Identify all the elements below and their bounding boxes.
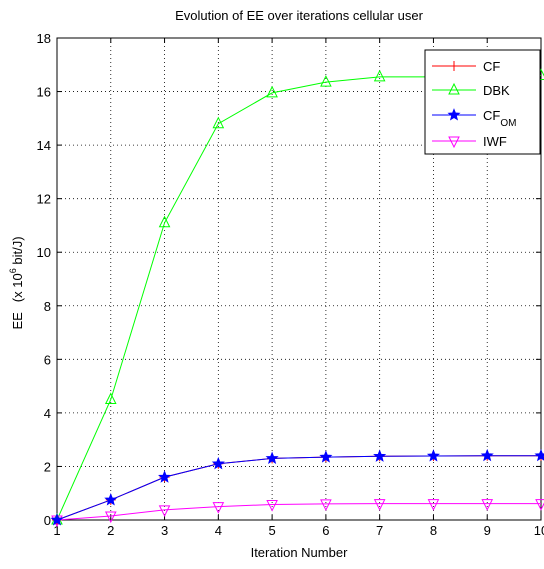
- legend-label: DBK: [483, 83, 510, 98]
- legend-swatch-marker: [448, 82, 460, 95]
- x-tick-label: 7: [376, 523, 383, 538]
- y-tick-label: 12: [37, 192, 51, 207]
- legend-label-main: IWF: [483, 134, 507, 149]
- x-tick-label: 3: [161, 523, 168, 538]
- data-point: [104, 493, 118, 506]
- y-axis-label-unit-suffix: bit/J): [10, 236, 25, 268]
- data-point: [104, 392, 117, 404]
- y-tick-label: 8: [44, 299, 51, 314]
- legend-item: CFOM: [432, 108, 516, 129]
- legend-swatch-marker: [447, 108, 461, 121]
- data-point: [158, 505, 171, 517]
- y-axis-label-unit-prefix: (x 10: [10, 273, 25, 302]
- legend-label-main: DBK: [483, 83, 510, 98]
- legend-item: CF: [432, 59, 500, 74]
- data-point: [158, 470, 172, 483]
- y-tick-label: 10: [37, 245, 51, 260]
- legend-item: IWF: [432, 134, 507, 149]
- x-tick-label: 2: [107, 523, 114, 538]
- data-point: [427, 499, 440, 511]
- data-point: [319, 450, 333, 463]
- plot-area-frame: [56, 37, 542, 521]
- y-tick-label: 6: [44, 352, 51, 367]
- series-line: [56, 503, 541, 521]
- x-tick-label: 8: [430, 523, 437, 538]
- series-layer: [50, 68, 544, 528]
- x-tick-label: 4: [215, 523, 222, 538]
- legend-item: DBK: [432, 82, 510, 98]
- data-point: [266, 85, 278, 98]
- data-point: [212, 502, 225, 514]
- y-tick-label: 2: [44, 459, 51, 474]
- series-line: [56, 455, 541, 521]
- x-axis-label: Iteration Number: [251, 545, 348, 560]
- x-tick-label: 10: [534, 523, 544, 538]
- data-point: [211, 456, 225, 470]
- legend-swatch-marker: [448, 136, 460, 149]
- data-point: [265, 451, 279, 464]
- x-tick-label: 6: [322, 523, 329, 538]
- data-point: [480, 448, 494, 462]
- series-cf-om: [50, 448, 544, 526]
- data-point: [158, 215, 171, 228]
- y-axis-label-group: EE (x 106 bit/J): [8, 236, 25, 329]
- legend-label-main: CF: [483, 59, 500, 74]
- data-point: [373, 69, 386, 82]
- y-tick-label: 4: [44, 406, 51, 421]
- data-point: [535, 499, 544, 511]
- y-tick-label: 14: [37, 138, 51, 153]
- y-tick-label: 18: [37, 31, 51, 46]
- data-point: [104, 511, 117, 524]
- legend-label-subscript: OM: [500, 118, 516, 129]
- chart-title: Evolution of EE over iterations cellular…: [175, 8, 424, 23]
- data-point: [373, 499, 386, 511]
- data-point: [320, 499, 332, 512]
- y-axis-label-unit-exponent: 6: [8, 268, 18, 273]
- legend-label: CF: [483, 59, 500, 74]
- legend-label: IWF: [483, 134, 507, 149]
- y-tick-label: 0: [44, 513, 51, 528]
- data-point: [320, 75, 332, 87]
- series-iwf: [51, 499, 544, 528]
- data-point: [266, 499, 278, 512]
- data-point: [50, 513, 64, 526]
- y-axis-label: EE (x 106 bit/J): [8, 236, 25, 329]
- data-point: [212, 116, 225, 129]
- legend-label-main: CF: [483, 108, 500, 123]
- x-tick-label: 1: [53, 523, 60, 538]
- y-axis-label-main: EE: [10, 312, 25, 330]
- y-tick-label: 16: [37, 85, 51, 100]
- legend-label: CFOM: [483, 108, 516, 129]
- legend-swatch-marker: [449, 61, 459, 71]
- legend-box: [424, 49, 541, 155]
- data-point: [373, 449, 387, 462]
- data-point: [481, 499, 494, 511]
- data-point: [534, 448, 544, 462]
- data-point: [426, 449, 440, 462]
- x-tick-label: 5: [268, 523, 275, 538]
- series-line: [56, 455, 541, 521]
- x-tick-label: 9: [484, 523, 491, 538]
